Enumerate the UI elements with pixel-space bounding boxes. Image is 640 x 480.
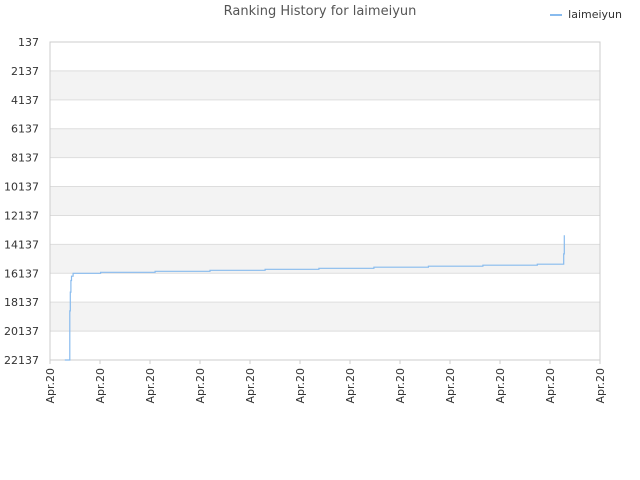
chart-title: Ranking History for laimeiyun (223, 4, 417, 19)
grid-band (50, 302, 600, 332)
legend[interactable]: laimeiyun (550, 8, 622, 21)
legend-swatch (550, 13, 563, 16)
x-tick-label: Apr.20 (294, 368, 307, 404)
grid-band (50, 128, 600, 158)
x-tick-label: Apr.20 (444, 368, 457, 404)
x-tick-label: Apr.20 (394, 368, 407, 404)
x-tick-label: Apr.20 (494, 368, 507, 404)
x-tick-label: Apr.20 (244, 368, 257, 404)
x-tick-label: Apr.20 (544, 368, 557, 404)
x-tick-label: Apr.20 (44, 368, 57, 404)
x-tick-label: Apr.20 (144, 368, 157, 404)
y-tick-label: 2137 (11, 65, 39, 78)
legend-label: laimeiyun (568, 8, 622, 21)
plot-frame (49, 41, 601, 361)
y-tick-label: 14137 (4, 238, 39, 251)
y-tick-label: 16137 (4, 267, 39, 280)
grid-band (50, 186, 600, 216)
y-tick-label: 22137 (4, 354, 39, 367)
grid-band (50, 244, 600, 274)
y-tick-label: 20137 (4, 325, 39, 338)
y-tick-label: 6137 (11, 123, 39, 136)
x-tick-label: Apr.20 (344, 368, 357, 404)
x-tick-label: Apr.20 (194, 368, 207, 404)
series-line-laimeiyun (64, 235, 565, 361)
y-tick-label: 8137 (11, 152, 39, 165)
y-tick-label: 18137 (4, 296, 39, 309)
x-tick-label: Apr.20 (594, 368, 607, 404)
y-tick-label: 12137 (4, 209, 39, 222)
y-tick-label: 4137 (11, 94, 39, 107)
y-tick-label: 137 (18, 36, 39, 49)
y-tick-label: 10137 (4, 181, 39, 194)
grid-band (50, 70, 600, 100)
x-tick-label: Apr.20 (94, 368, 107, 404)
